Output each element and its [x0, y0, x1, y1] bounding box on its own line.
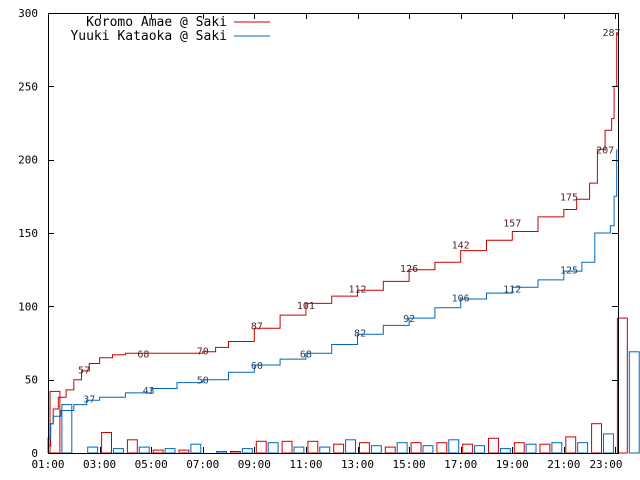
hourly-bar-yuuki	[241, 448, 253, 454]
hourly-bar-koromo	[462, 443, 474, 454]
point-label-koromo: 175	[560, 192, 578, 203]
hourly-bar-koromo	[281, 440, 293, 454]
y-axis: 0 50 100 150 200 250 300	[18, 7, 618, 460]
point-label-koromo: 70	[197, 346, 209, 357]
hourly-bar-yuuki	[422, 445, 434, 454]
hourly-bar-yuuki	[474, 445, 486, 454]
hourly-bar-yuuki	[87, 446, 99, 454]
x-tick-label: 07:00	[186, 458, 219, 471]
hourly-bar-yuuki	[190, 443, 202, 454]
legend-label-koromo: Koromo Amae @ Saki	[86, 15, 227, 30]
x-tick-label: 05:00	[135, 458, 168, 471]
hourly-bar-koromo	[255, 440, 267, 454]
point-label-yuuki: 106	[452, 294, 470, 305]
point-label-koromo: 287	[603, 28, 621, 39]
plot-frame	[48, 13, 619, 454]
hourly-bar-koromo	[539, 443, 551, 454]
hourly-bar-koromo	[410, 442, 422, 454]
point-label-koromo: 68	[137, 349, 149, 360]
x-tick-label: 01:00	[31, 458, 64, 471]
hourly-bar-yuuki	[164, 448, 176, 454]
point-label-yuuki: 43	[143, 386, 155, 397]
hourly-bar-yuuki	[138, 446, 150, 454]
x-tick-label: 17:00	[444, 458, 477, 471]
y-tick-label: 100	[18, 300, 38, 313]
y-tick-label: 200	[18, 154, 38, 167]
point-label-koromo: 142	[452, 241, 470, 252]
hourly-bar-koromo	[591, 423, 602, 454]
legend: Koromo Amae @ Saki Yuuki Kataoka @ Saki	[70, 15, 270, 44]
x-tick-label: 03:00	[83, 458, 116, 471]
hourly-bar-yuuki	[525, 443, 537, 454]
hourly-bar-koromo	[565, 436, 577, 454]
point-label-koromo: 126	[400, 264, 418, 275]
hourly-bar-koromo	[616, 317, 628, 454]
y-tick-label: 150	[18, 227, 38, 240]
x-tick-label: 21:00	[547, 458, 580, 471]
hourly-bar-koromo	[513, 442, 525, 454]
hourly-bar-koromo	[307, 440, 319, 454]
point-label-yuuki: 92	[403, 314, 415, 325]
hourly-bar-yuuki	[113, 448, 124, 454]
hourly-bar-yuuki	[577, 442, 589, 454]
hourly-bar-koromo	[436, 442, 448, 454]
x-tick-label: 23:00	[589, 458, 622, 471]
point-label-koromo: 57	[78, 365, 90, 376]
point-label-yuuki: 68	[300, 349, 312, 360]
hourly-bar-yuuki	[370, 445, 382, 454]
x-tick-label: 15:00	[393, 458, 426, 471]
point-label-koromo: 87	[251, 321, 263, 332]
hourly-bar-yuuki	[61, 404, 73, 454]
hourly-bar-koromo	[152, 449, 164, 454]
x-tick-label: 09:00	[238, 458, 271, 471]
hourly-bar-yuuki	[319, 446, 331, 454]
hourly-bar-koromo	[359, 442, 370, 454]
series-lines-layer	[47, 32, 618, 453]
hourly-bar-yuuki	[345, 439, 357, 454]
hourly-bar-koromo	[384, 446, 396, 454]
point-label-koromo: 157	[503, 219, 521, 230]
hourly-bar-yuuki	[499, 448, 511, 454]
x-tick-label: 11:00	[289, 458, 322, 471]
series-line-yuuki	[47, 149, 618, 453]
point-labels-layer: 57 68 70 87 101 112 126 142 157 175 207 287 37 43 50 60…	[78, 28, 620, 406]
series-line-koromo	[47, 32, 618, 453]
point-label-yuuki: 60	[251, 361, 263, 372]
y-tick-label: 0	[31, 447, 38, 460]
hourly-bar-yuuki	[448, 439, 460, 454]
hourly-bar-yuuki	[551, 442, 563, 454]
hourly-bar-yuuki	[396, 442, 408, 454]
hourly-bar-koromo	[126, 439, 138, 454]
x-tick-label: 13:00	[341, 458, 374, 471]
point-label-yuuki: 125	[560, 266, 578, 277]
x-axis: 01:00 03:00 05:00 07:00 09:00 11:00 13:00 15:00…	[31, 13, 623, 471]
hourly-bar-yuuki	[603, 433, 614, 454]
hourly-bars-layer	[49, 317, 640, 454]
hourly-bar-yuuki	[628, 351, 640, 454]
point-label-yuuki: 82	[354, 329, 366, 340]
hourly-bar-yuuki	[216, 451, 228, 454]
point-label-yuuki: 112	[503, 285, 521, 296]
y-tick-label: 50	[25, 374, 38, 387]
point-label-yuuki: 50	[197, 376, 209, 387]
hourly-bar-yuuki	[267, 442, 279, 454]
point-label-yuuki: 37	[83, 395, 95, 406]
x-tick-label: 19:00	[496, 458, 529, 471]
hourly-bar-koromo	[178, 449, 190, 454]
point-label-koromo: 207	[596, 145, 614, 156]
hourly-bar-koromo	[488, 437, 499, 454]
hourly-bar-koromo	[230, 451, 241, 454]
hourly-bar-yuuki	[293, 446, 305, 454]
point-label-koromo: 101	[297, 301, 315, 312]
y-tick-label: 250	[18, 80, 38, 93]
hourly-bar-koromo	[101, 432, 112, 454]
y-tick-label: 300	[18, 7, 38, 20]
hourly-bar-koromo	[333, 443, 345, 454]
legend-label-yuuki: Yuuki Kataoka @ Saki	[70, 29, 227, 44]
point-label-koromo: 112	[348, 285, 366, 296]
